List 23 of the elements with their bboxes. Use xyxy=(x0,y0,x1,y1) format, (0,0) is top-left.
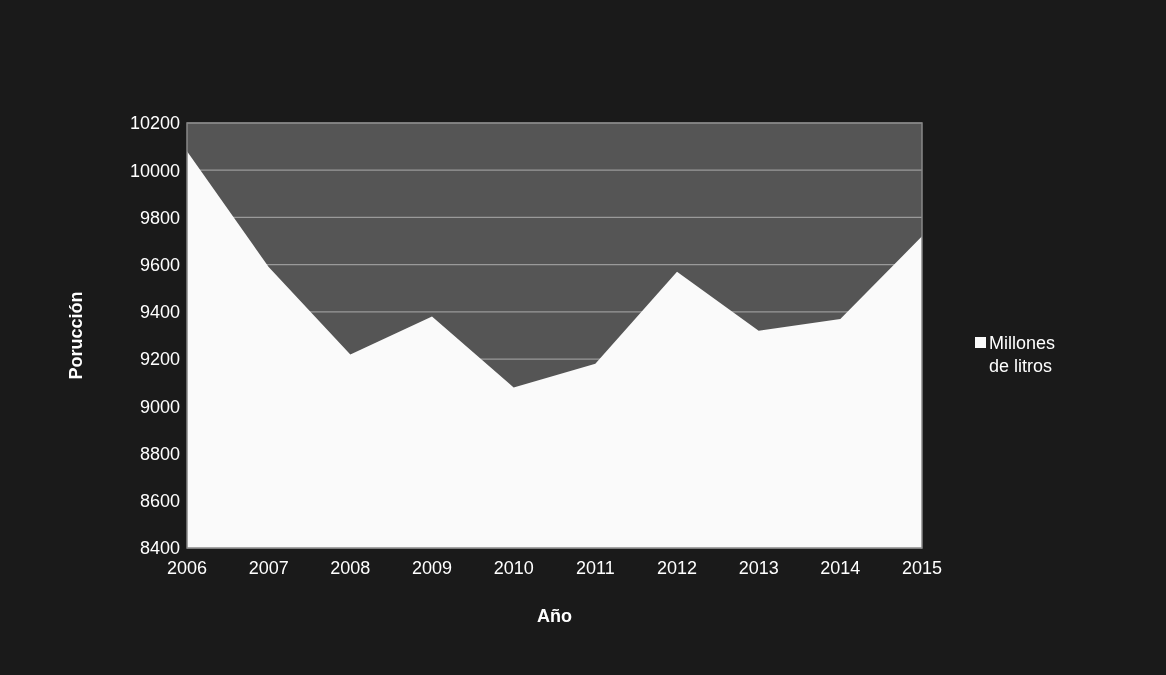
x-tick-label: 2015 xyxy=(901,558,943,578)
x-tick-label: 2010 xyxy=(493,558,534,578)
y-tick-label: 9200 xyxy=(139,349,180,370)
y-tick-label: 8600 xyxy=(139,491,180,512)
x-tick-label: 2011 xyxy=(575,558,615,578)
x-tick-label: 2009 xyxy=(411,558,453,578)
y-tick-label: 9000 xyxy=(139,396,180,417)
x-tick-label: 2013 xyxy=(738,558,779,578)
x-tick-label: 2012 xyxy=(656,558,698,578)
y-tick-label: 9600 xyxy=(139,254,180,275)
y-tick-label: 9800 xyxy=(139,207,180,228)
y-tick-label: 10200 xyxy=(129,113,180,134)
x-tick-label: 2014 xyxy=(820,558,861,578)
y-tick-label: 10000 xyxy=(129,160,180,181)
x-tick-label: 2007 xyxy=(248,558,289,578)
y-tick-label: 9400 xyxy=(139,302,180,323)
y-tick-label: 8800 xyxy=(139,443,180,464)
x-tick-label: 2008 xyxy=(330,558,371,578)
x-tick-label: 2006 xyxy=(166,558,208,578)
y-tick-label: 8400 xyxy=(139,538,180,559)
legend-label: Millones de litros xyxy=(989,333,1056,377)
y-axis-title: Porucción xyxy=(66,291,86,380)
x-axis-title: Año xyxy=(537,606,572,626)
